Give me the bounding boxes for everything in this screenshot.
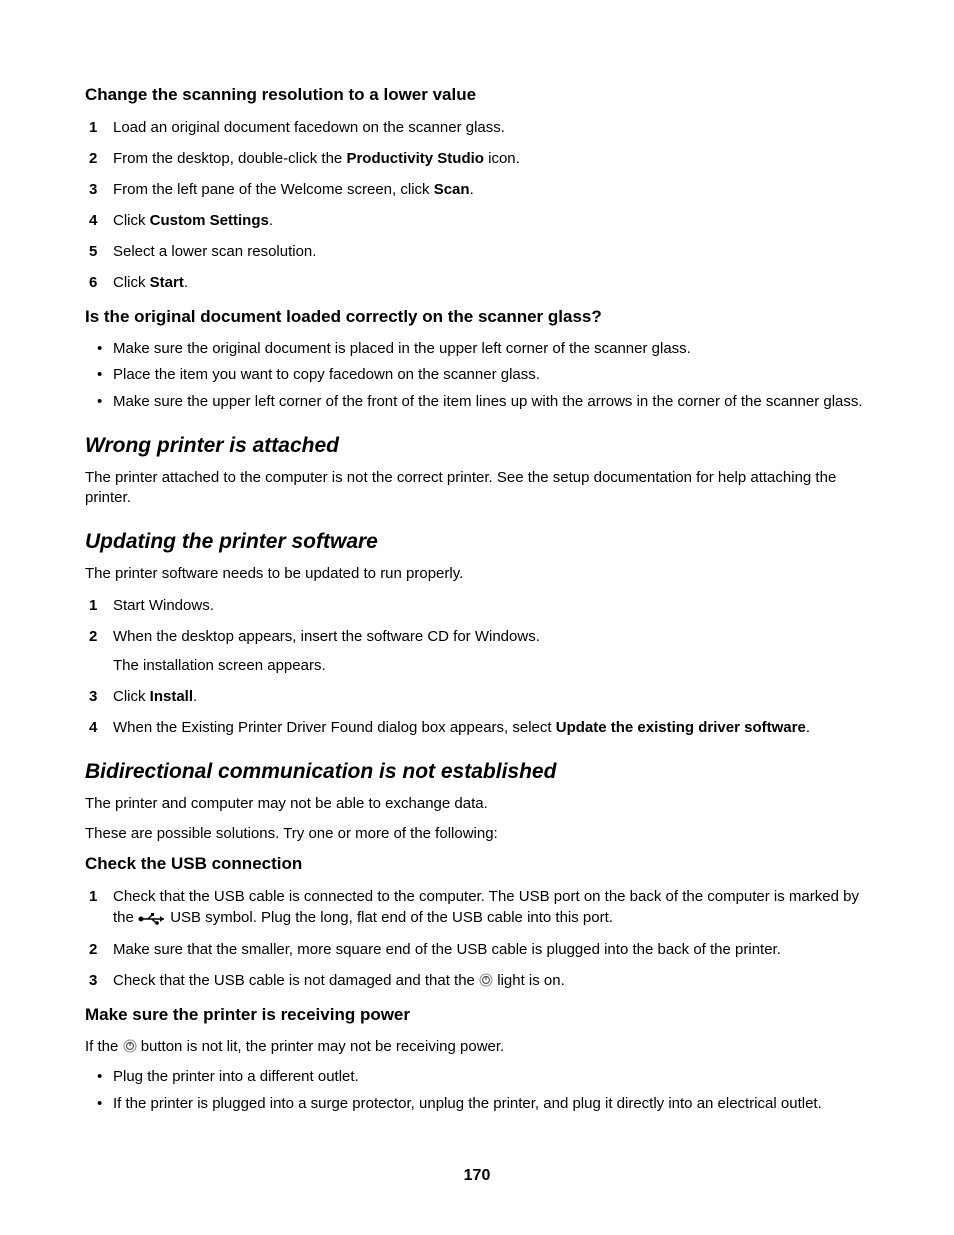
- step-text: Click Start.: [113, 274, 188, 291]
- step-item: 3From the left pane of the Welcome scree…: [85, 179, 869, 200]
- heading-receiving-power: Make sure the printer is receiving power: [85, 1005, 869, 1025]
- intro-receiving-power: If the button is not lit, the printer ma…: [85, 1037, 869, 1057]
- heading-wrong-printer: Wrong printer is attached: [85, 434, 869, 458]
- step-continuation: The installation screen appears.: [113, 655, 869, 676]
- step-item: 5Select a lower scan resolution.: [85, 241, 869, 262]
- step-item: 2When the desktop appears, insert the so…: [85, 626, 869, 676]
- step-item: 1Start Windows.: [85, 595, 869, 616]
- heading-updating-software: Updating the printer software: [85, 530, 869, 554]
- step-text: Load an original document facedown on th…: [113, 119, 505, 136]
- bullets-receiving-power: Plug the printer into a different outlet…: [85, 1067, 869, 1114]
- heading-check-usb: Check the USB connection: [85, 854, 869, 874]
- step-item: 1Load an original document facedown on t…: [85, 117, 869, 138]
- steps-check-usb: 1Check that the USB cable is connected t…: [85, 886, 869, 991]
- bullet-item: Plug the printer into a different outlet…: [85, 1067, 869, 1087]
- bullet-item: Make sure the original document is place…: [85, 339, 869, 359]
- step-item: 2Make sure that the smaller, more square…: [85, 939, 869, 960]
- step-text: Check that the USB cable is connected to…: [113, 888, 859, 926]
- heading-change-resolution: Change the scanning resolution to a lowe…: [85, 85, 869, 105]
- intro-bidirectional-1: The printer and computer may not be able…: [85, 794, 869, 814]
- step-text: Click Custom Settings.: [113, 212, 273, 229]
- steps-updating-software: 1Start Windows. 2When the desktop appear…: [85, 595, 869, 738]
- page-number: 170: [0, 1167, 954, 1185]
- intro-updating-software: The printer software needs to be updated…: [85, 564, 869, 584]
- heading-bidirectional: Bidirectional communication is not estab…: [85, 760, 869, 784]
- step-text: Check that the USB cable is not damaged …: [113, 972, 565, 989]
- bullets-document-loaded: Make sure the original document is place…: [85, 339, 869, 412]
- step-item: 3Check that the USB cable is not damaged…: [85, 970, 869, 992]
- bullet-item: Make sure the upper left corner of the f…: [85, 392, 869, 412]
- step-text: From the left pane of the Welcome screen…: [113, 181, 474, 198]
- step-item: 4Click Custom Settings.: [85, 210, 869, 231]
- step-text: Start Windows.: [113, 597, 214, 614]
- bullet-item: Place the item you want to copy facedown…: [85, 365, 869, 385]
- step-text: When the Existing Printer Driver Found d…: [113, 719, 810, 736]
- usb-icon: [138, 908, 166, 929]
- step-item: 2From the desktop, double-click the Prod…: [85, 148, 869, 169]
- step-text: Click Install.: [113, 688, 197, 705]
- heading-document-loaded: Is the original document loaded correctl…: [85, 307, 869, 327]
- power-icon: [123, 1037, 137, 1057]
- step-text: Select a lower scan resolution.: [113, 243, 316, 260]
- step-item: 6Click Start.: [85, 272, 869, 293]
- step-item: 1Check that the USB cable is connected t…: [85, 886, 869, 929]
- step-item: 4When the Existing Printer Driver Found …: [85, 717, 869, 738]
- steps-change-resolution: 1Load an original document facedown on t…: [85, 117, 869, 293]
- step-text: Make sure that the smaller, more square …: [113, 941, 781, 958]
- step-item: 3Click Install.: [85, 686, 869, 707]
- document-page: Change the scanning resolution to a lowe…: [0, 0, 954, 1235]
- step-text: From the desktop, double-click the Produ…: [113, 150, 520, 167]
- bullet-item: If the printer is plugged into a surge p…: [85, 1094, 869, 1114]
- step-text: When the desktop appears, insert the sof…: [113, 628, 540, 645]
- body-wrong-printer: The printer attached to the computer is …: [85, 468, 869, 509]
- intro-bidirectional-2: These are possible solutions. Try one or…: [85, 824, 869, 844]
- power-icon: [479, 970, 493, 991]
